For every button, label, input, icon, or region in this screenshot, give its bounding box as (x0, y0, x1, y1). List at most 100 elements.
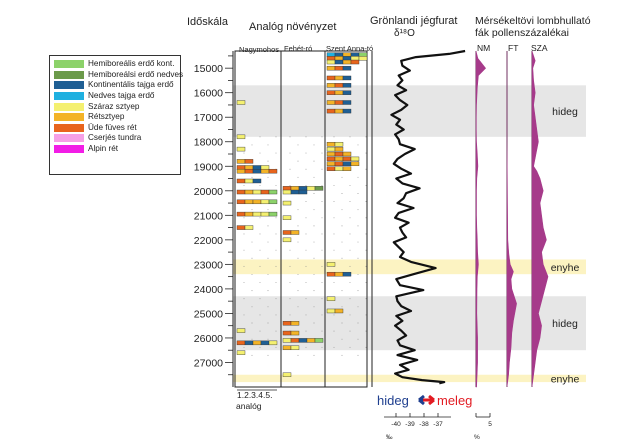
vegetation-cell (326, 56, 336, 61)
sample-dot (333, 233, 335, 235)
vegetation-frame (234, 50, 368, 388)
vegetation-cell (350, 161, 360, 167)
sample-dot (341, 225, 343, 227)
sample-dot (333, 217, 335, 219)
time-tick-label: 23000 (194, 259, 223, 271)
vegetation-cell (236, 340, 246, 346)
sample-dot (333, 330, 335, 332)
sample-dot (365, 298, 367, 300)
vegetation-cell (342, 65, 352, 71)
sample-dot (349, 249, 351, 251)
vegetation-cell (244, 225, 254, 230)
vegetation-cell (326, 59, 336, 65)
vegetation-cell (244, 178, 254, 184)
sample-dot (267, 241, 269, 243)
vegetation-cell (358, 52, 368, 57)
sample-dot (341, 209, 343, 211)
sample-dot (267, 354, 269, 356)
sample-dot (313, 193, 315, 194)
sample-dot (267, 322, 269, 324)
d18o-unit: ‰ (386, 434, 393, 441)
sample-dot (275, 298, 277, 300)
sample-dot (259, 330, 261, 332)
sample-dot (275, 184, 277, 186)
vegetation-cell (260, 211, 270, 217)
legend-item: Nedves tajga erdő (54, 91, 176, 102)
vegetation-cell (236, 168, 246, 174)
d18o-scale-label: -38 (419, 421, 429, 428)
vegetation-cell (268, 189, 278, 195)
sample-dot (243, 346, 245, 348)
time-tick-label: 17000 (194, 112, 223, 124)
sample-dot (243, 314, 245, 316)
vegetation-cell (282, 215, 292, 220)
sample-dot (259, 152, 261, 154)
vegetation-cell (334, 108, 344, 114)
vegetation-cell (342, 100, 352, 105)
sample-dot (275, 330, 277, 332)
sample-dot (357, 144, 359, 146)
sample-dot (297, 290, 299, 292)
vegetation-cell (244, 165, 254, 170)
vegetation-cell (326, 271, 336, 277)
vegetation-cell (326, 166, 336, 171)
sample-dot (341, 257, 343, 259)
vegetation-cell (252, 199, 262, 205)
sample-dot (313, 290, 315, 292)
sample-dot (259, 282, 261, 283)
sample-dot (321, 136, 323, 138)
sample-dot (305, 136, 307, 138)
arrow-warm-label: meleg (437, 393, 473, 408)
sample-dot (349, 201, 351, 203)
sample-dot (357, 338, 359, 340)
legend-item: Cserjés tundra (54, 133, 176, 144)
sample-dot (365, 330, 367, 332)
sample-dot (251, 176, 253, 178)
sample-dot (305, 265, 307, 267)
vegetation-cell (260, 168, 270, 174)
site-header-feheto: Fehét-ró (284, 44, 313, 53)
vegetation-cell (260, 199, 270, 205)
time-axis: 15000 16000 17000 18000 19000 20000 21000 22000… (194, 51, 234, 387)
sample-dot (321, 152, 323, 154)
sample-dot (349, 314, 351, 316)
vegetation-cell (334, 151, 344, 157)
vegetation-cell (282, 189, 292, 195)
d18o-scale-label: -37 (433, 421, 443, 428)
vegetation-cell (326, 156, 336, 162)
sample-dot (251, 290, 253, 292)
time-tick-label: 24000 (194, 284, 223, 296)
legend-item: Kontinentális tajga erdő (54, 80, 176, 91)
sample-dot (357, 225, 359, 227)
pollen-header-line1: Mérsékeltövi lombhullató (475, 15, 591, 27)
sample-dot (275, 314, 277, 316)
sample-dot (313, 225, 315, 227)
greenland-header: Grönlandi jégfurat (370, 15, 458, 27)
vegetation-cell (290, 230, 300, 235)
sample-dot (251, 144, 253, 146)
sample-dot (365, 314, 367, 316)
sample-dot (333, 184, 335, 186)
sample-dot (365, 233, 367, 235)
sample-dot (251, 241, 253, 243)
vegetation-cell (326, 100, 336, 105)
vegetation-cell (236, 350, 246, 355)
vegetation-cell (290, 186, 300, 191)
vegetation-cell (236, 225, 246, 230)
sample-dot (333, 314, 335, 316)
sample-dot (259, 265, 261, 267)
sample-dot (341, 193, 343, 194)
pollen-scale-label: 5 (488, 421, 492, 428)
sample-dot (243, 298, 245, 300)
vegetation-header: Analóg növényzet (249, 21, 337, 33)
sample-dot (305, 282, 307, 283)
vegetation-cell (252, 168, 262, 174)
sample-dot (297, 144, 299, 146)
band-label: enyhe (551, 262, 580, 274)
sample-dot (357, 354, 359, 356)
vegetation-cell (290, 330, 300, 336)
sample-dot (321, 298, 323, 300)
sample-dot (341, 322, 343, 324)
vegetation-panel (234, 50, 368, 388)
sample-dot (251, 354, 253, 356)
